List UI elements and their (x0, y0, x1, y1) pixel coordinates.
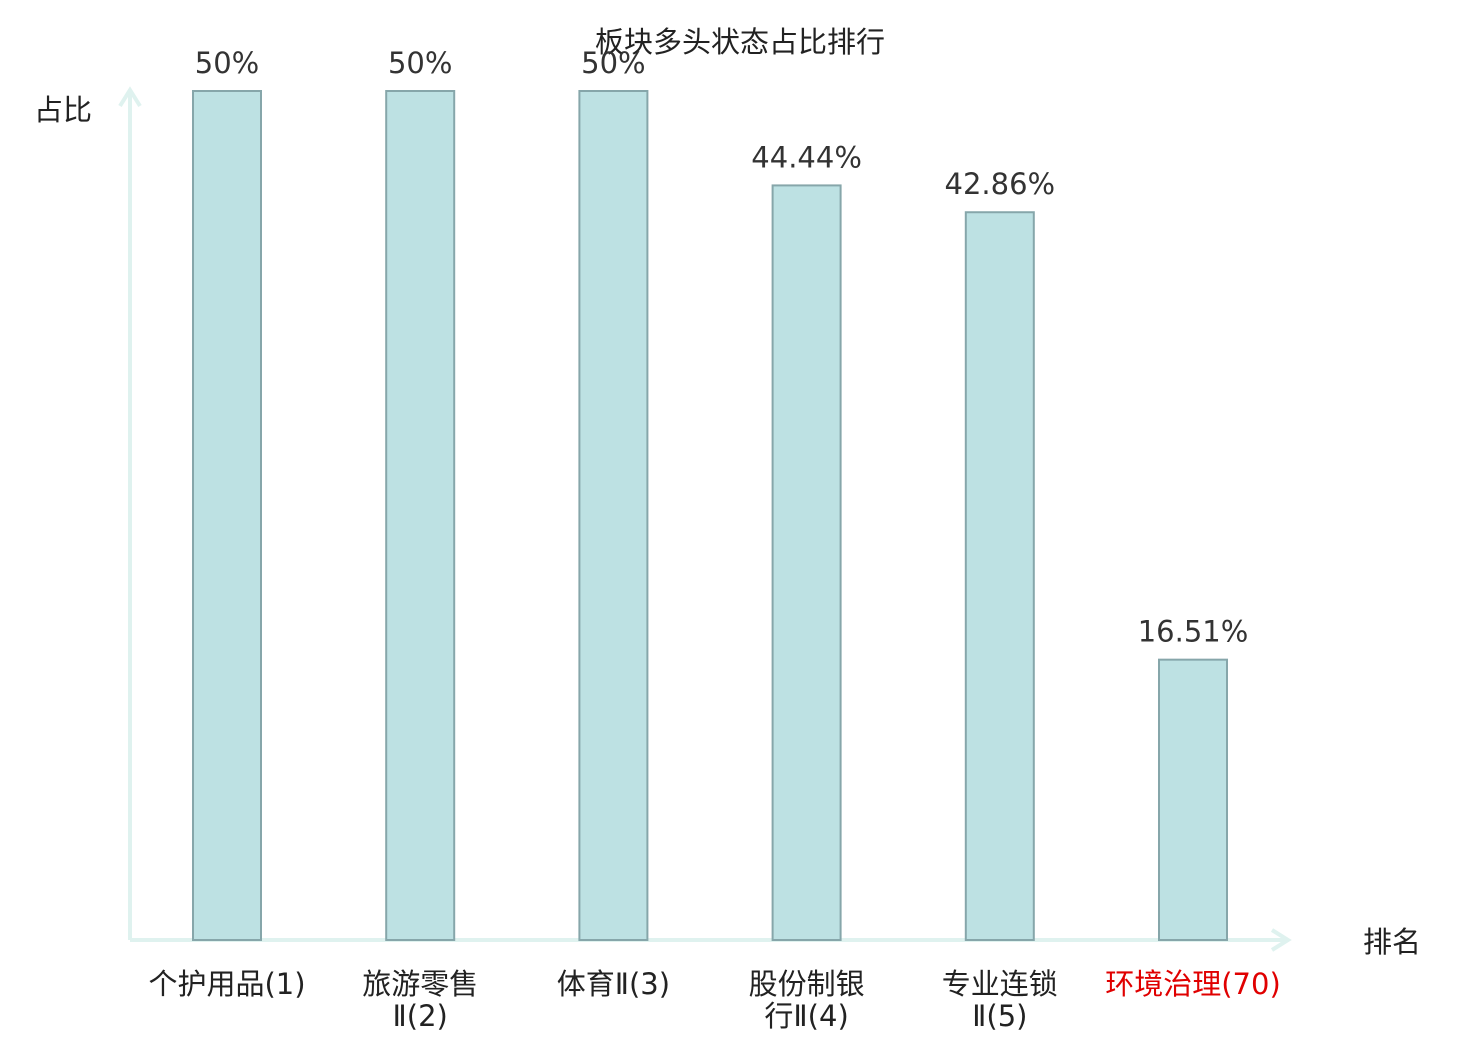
x-tick-label: 个护用品(1) (148, 967, 305, 1001)
bars (192, 90, 1228, 942)
chart-title: 板块多头状态占比排行 (595, 25, 885, 59)
y-axis-arrow (118, 86, 142, 108)
y-axis-label: 占比 (34, 93, 92, 127)
x-tick-label: Ⅱ(2) (393, 999, 448, 1033)
x-tick-label: 专业连锁 (942, 967, 1058, 1001)
data-label: 44.44% (751, 140, 862, 174)
x-axis-arrow (1270, 928, 1292, 952)
bar (192, 90, 262, 941)
bar (385, 90, 456, 941)
bar (771, 184, 842, 941)
data-label: 42.86% (945, 167, 1056, 201)
bar (1158, 658, 1228, 942)
value-labels: 50% 50% 50% 44.44% 42.86% 16.51% (195, 46, 1249, 649)
data-label: 16.51% (1138, 615, 1249, 649)
x-tick-label: Ⅱ(5) (972, 999, 1027, 1033)
x-tick-label: 环境治理(70) (1105, 967, 1281, 1001)
axes (118, 86, 1292, 952)
x-tick-label: 旅游零售 (362, 967, 478, 1001)
x-tick-label: 体育Ⅱ(3) (557, 967, 670, 1001)
data-label: 50% (195, 46, 259, 80)
data-label: 50% (388, 46, 452, 80)
data-label: 50% (581, 46, 645, 80)
bar (964, 211, 1035, 942)
bar (578, 90, 649, 941)
x-axis-label: 排名 (1363, 925, 1421, 959)
x-tick-label: 股份制银 (749, 967, 865, 1001)
x-tick-label: 行Ⅱ(4) (764, 999, 848, 1033)
